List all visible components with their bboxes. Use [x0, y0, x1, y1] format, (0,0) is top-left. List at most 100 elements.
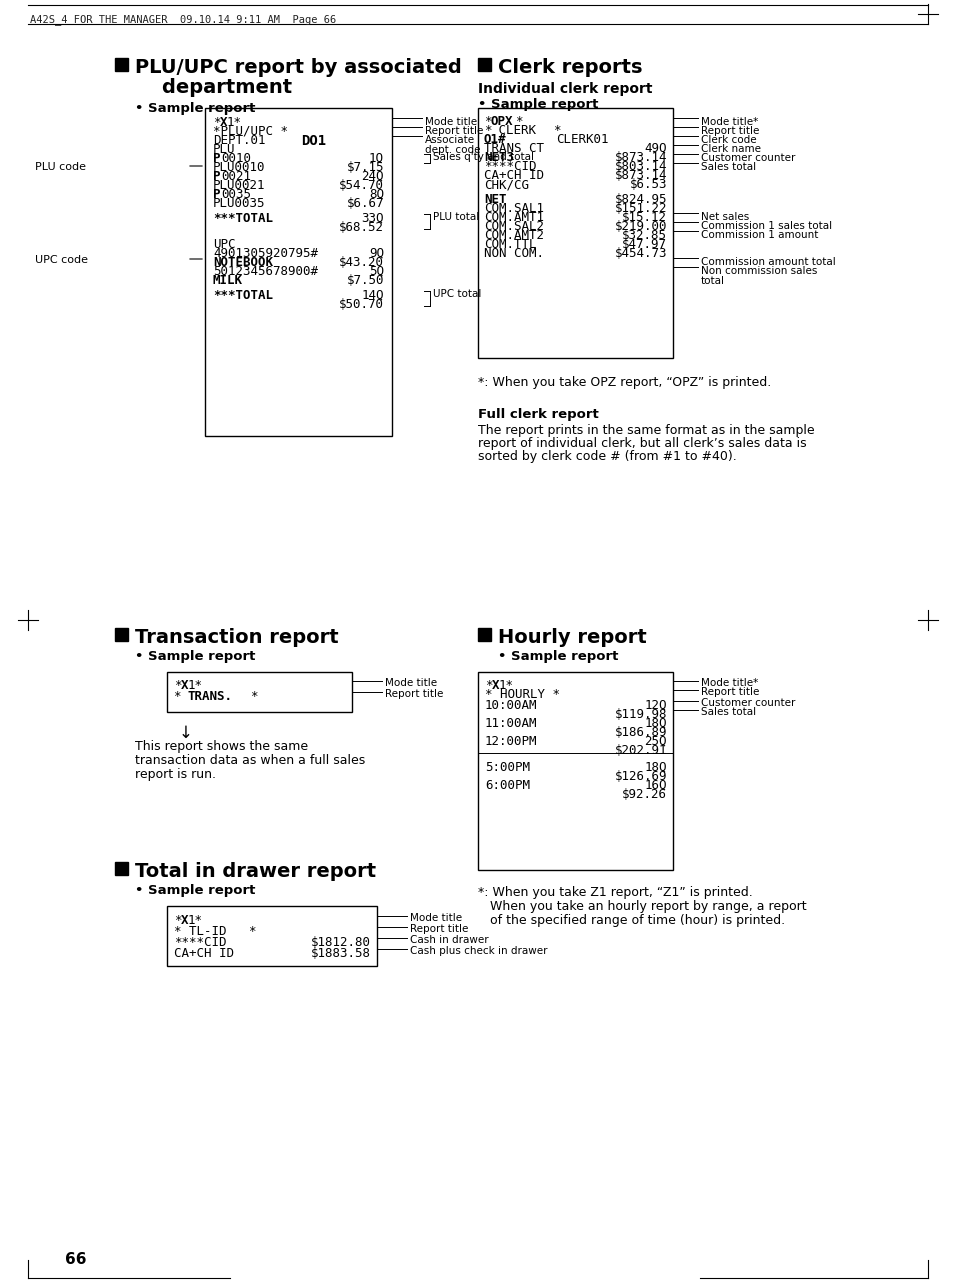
Text: * HOURLY *: * HOURLY * [484, 688, 559, 701]
Bar [477, 628, 491, 640]
Text: 1*: 1* [188, 914, 203, 927]
Text: $824.95: $824.95 [614, 193, 666, 206]
Text: sorted by clerk code # (from #1 to #40).: sorted by clerk code # (from #1 to #40). [477, 450, 736, 463]
Text: 8Q: 8Q [369, 188, 384, 201]
Text: ****CID: ****CID [483, 159, 536, 174]
Text: dept. code: dept. code [424, 145, 480, 156]
Text: 12Q: 12Q [644, 700, 666, 712]
Text: NON COM.: NON COM. [483, 247, 543, 260]
Text: Clerk reports: Clerk reports [497, 58, 641, 77]
Text: 16Q: 16Q [644, 779, 666, 792]
Text: *: * [173, 914, 181, 927]
Text: 14Q: 14Q [361, 289, 384, 302]
Text: PLU0021: PLU0021 [213, 179, 265, 192]
Text: $32.85: $32.85 [621, 229, 666, 242]
Text: $7.15: $7.15 [346, 161, 384, 174]
Text: $47.97: $47.97 [621, 238, 666, 251]
Text: UPC code: UPC code [35, 255, 88, 265]
Bar [477, 673, 672, 871]
Text: 0010: 0010 [221, 152, 251, 165]
Text: Customer counter: Customer counter [700, 153, 795, 163]
Text: P: P [213, 152, 220, 165]
Text: Sales total: Sales total [700, 707, 756, 718]
Text: 0021: 0021 [221, 170, 251, 183]
Text: Clerk code: Clerk code [700, 135, 756, 145]
Text: 66: 66 [65, 1253, 87, 1267]
Text: CLERK: CLERK [491, 123, 536, 138]
Text: COM.AMT2: COM.AMT2 [483, 229, 543, 242]
Text: transaction data as when a full sales: transaction data as when a full sales [135, 754, 365, 766]
Text: ***TOTAL: ***TOTAL [213, 212, 273, 225]
Text: 18Q: 18Q [644, 718, 666, 730]
Text: Clerk name: Clerk name [700, 144, 760, 154]
Text: PLU: PLU [213, 143, 235, 156]
Text: *: * [173, 679, 181, 692]
Text: Commission amount total: Commission amount total [700, 257, 835, 267]
Text: COM.SAL2: COM.SAL2 [483, 220, 543, 233]
Text: Report title: Report title [385, 689, 443, 700]
Text: DEPT.01: DEPT.01 [213, 134, 265, 147]
Text: $68.52: $68.52 [338, 221, 384, 234]
Text: $6.53: $6.53 [629, 177, 666, 192]
Text: 1*: 1* [498, 679, 514, 692]
Text: *: * [484, 679, 492, 692]
Text: Cash plus check in drawer: Cash plus check in drawer [410, 946, 547, 955]
Text: *: When you take OPZ report, “OPZ” is printed.: *: When you take OPZ report, “OPZ” is pr… [477, 376, 770, 388]
Text: department: department [135, 78, 292, 96]
Text: $92.26: $92.26 [621, 788, 666, 801]
Text: COM.SAL1: COM.SAL1 [483, 202, 543, 215]
Text: Report title: Report title [424, 126, 483, 136]
Text: *: * [483, 114, 491, 129]
Text: X: X [492, 679, 499, 692]
Text: When you take an hourly report by range, a report: When you take an hourly report by range,… [477, 900, 806, 913]
Text: CHK/CG: CHK/CG [483, 177, 529, 192]
Bar [477, 108, 672, 358]
Text: Mode title*: Mode title* [700, 678, 758, 688]
Text: Sales total: Sales total [700, 162, 756, 172]
Text: *: * [213, 116, 220, 129]
Bar [477, 58, 491, 71]
Text: $6.67: $6.67 [346, 197, 384, 210]
Bar [167, 907, 376, 966]
Text: Mode title: Mode title [424, 117, 476, 127]
Text: Non commission sales: Non commission sales [700, 266, 817, 276]
Text: Sales q'ty and total: Sales q'ty and total [433, 152, 534, 162]
Text: $151.22: $151.22 [614, 202, 666, 215]
Text: PLU0010: PLU0010 [213, 161, 265, 174]
Text: Mode title: Mode title [410, 913, 461, 923]
Text: *: * [515, 114, 522, 129]
Text: Net sales: Net sales [700, 212, 748, 222]
Text: $126.69: $126.69 [614, 770, 666, 783]
Text: $1883.58: $1883.58 [311, 946, 371, 961]
Text: X: X [220, 116, 227, 129]
Text: Associate: Associate [424, 135, 475, 145]
Text: 1Q: 1Q [369, 152, 384, 165]
Text: O1#: O1# [483, 132, 506, 147]
Text: A42S_4 FOR THE MANAGER  09.10.14 9:11 AM  Page 66: A42S_4 FOR THE MANAGER 09.10.14 9:11 AM … [30, 14, 335, 24]
Text: Report title: Report title [700, 687, 759, 697]
Text: • Sample report: • Sample report [477, 98, 598, 111]
Text: $50.70: $50.70 [338, 298, 384, 311]
Text: NET: NET [483, 193, 506, 206]
Text: COM.AMT1: COM.AMT1 [483, 211, 543, 224]
Text: TRANS.: TRANS. [188, 691, 233, 703]
Bar [167, 673, 352, 712]
Text: NOTEBOOK: NOTEBOOK [213, 256, 273, 269]
Text: NET3: NET3 [483, 150, 514, 165]
Text: Customer counter: Customer counter [700, 698, 795, 709]
Text: total: total [700, 276, 724, 285]
Text: $15.12: $15.12 [621, 211, 666, 224]
Text: *: * [235, 691, 258, 703]
Text: Report title: Report title [410, 925, 468, 934]
Text: MILK: MILK [213, 274, 243, 287]
Text: report is run.: report is run. [135, 768, 215, 781]
Text: *: * [173, 691, 189, 703]
Text: UPC: UPC [213, 238, 235, 251]
Text: $873.14: $873.14 [614, 150, 666, 165]
Text: TRANS CT: TRANS CT [483, 141, 543, 156]
Text: OPX: OPX [491, 114, 513, 129]
Text: Full clerk report: Full clerk report [477, 408, 598, 421]
Text: $219.00: $219.00 [614, 220, 666, 233]
Text: $186.89: $186.89 [614, 727, 666, 739]
Text: The report prints in the same format as in the sample: The report prints in the same format as … [477, 424, 814, 437]
